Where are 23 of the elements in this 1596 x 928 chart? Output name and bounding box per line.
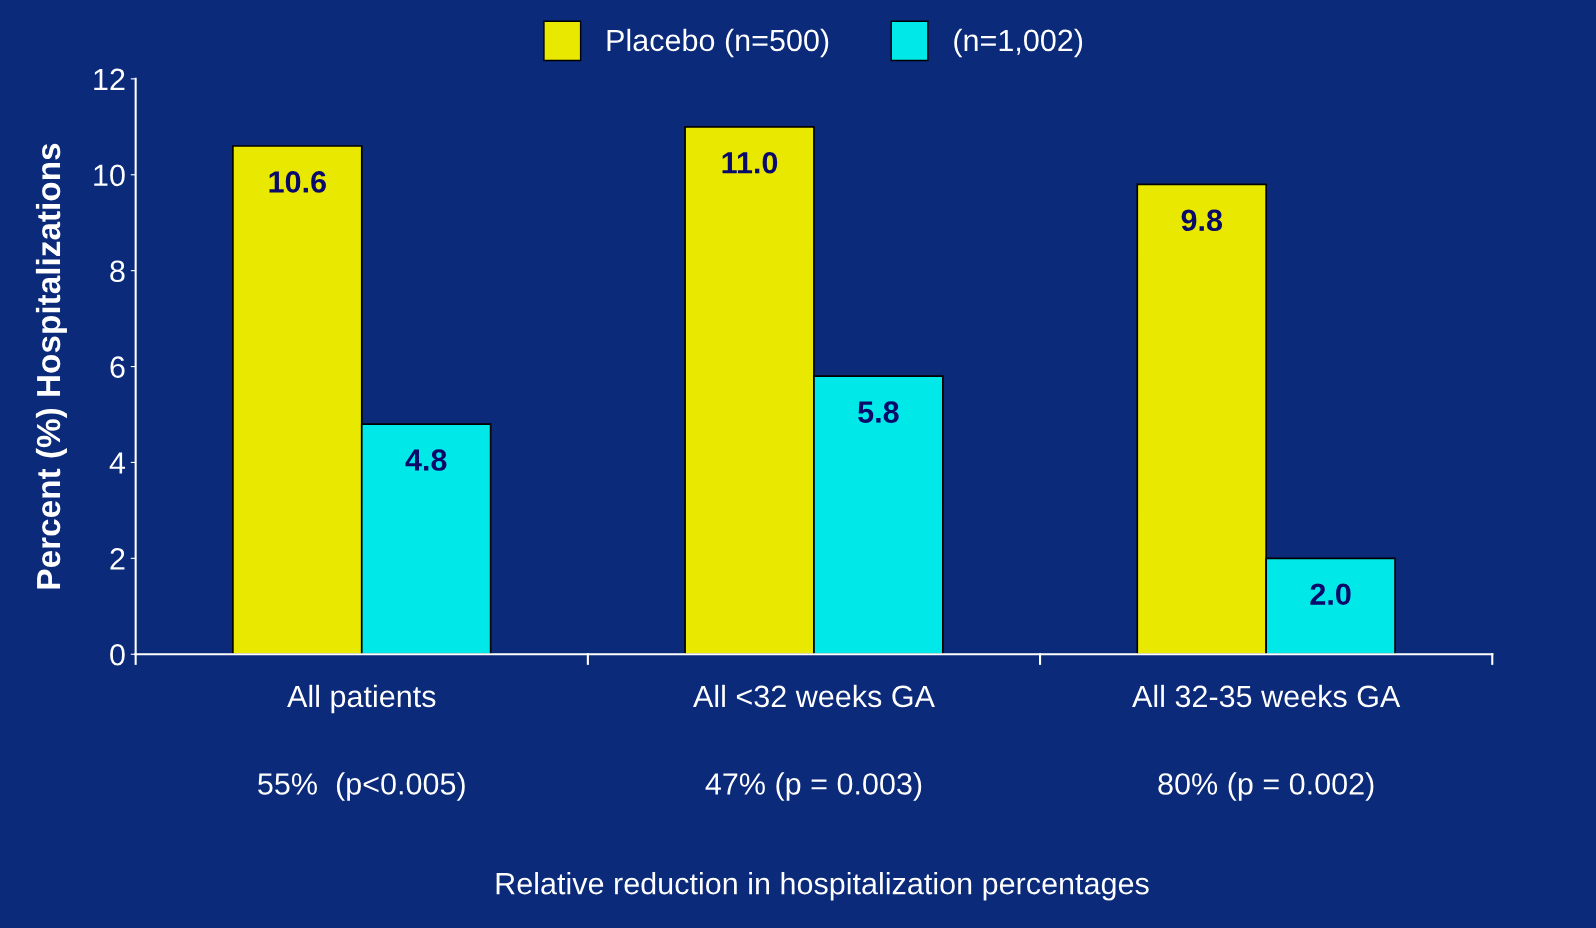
y-tick-label: 10 [94,164,125,187]
text: Relative reduction in hospitalization percentages [496,872,1149,901]
legend-label: (n=1,002) [954,28,1083,58]
legend-label: Placebo (n=500) [607,28,829,58]
y-tick-label: 0 [110,643,125,666]
data-label: 9.8 [1181,209,1223,232]
y-tick-label: 2 [110,548,125,570]
data-label: 11.0 [722,151,778,174]
y-tick-label: 8 [110,260,125,283]
y-tick-label: 6 [110,356,125,378]
data-label: 5.8 [858,401,899,423]
data-label: 2.0 [1310,583,1351,606]
y-tick-label: 12 [94,68,125,90]
text: 80% (p = 0.002) [1158,772,1374,801]
x-tick-label: All 32-35 weeks GA [1132,684,1401,708]
text: 47% (p = 0.003) [705,772,922,801]
y-axis-title: Percent (%) Hospitalizations [35,143,67,589]
data-label: 10.6 [269,171,326,193]
x-tick-label: All patients [287,684,436,714]
data-label: 4.8 [405,449,447,471]
x-tick-label: All <32 weeks GA [693,684,935,708]
y-tick-label: 4 [109,452,126,474]
text: 55% (p<0.005) [258,772,465,801]
